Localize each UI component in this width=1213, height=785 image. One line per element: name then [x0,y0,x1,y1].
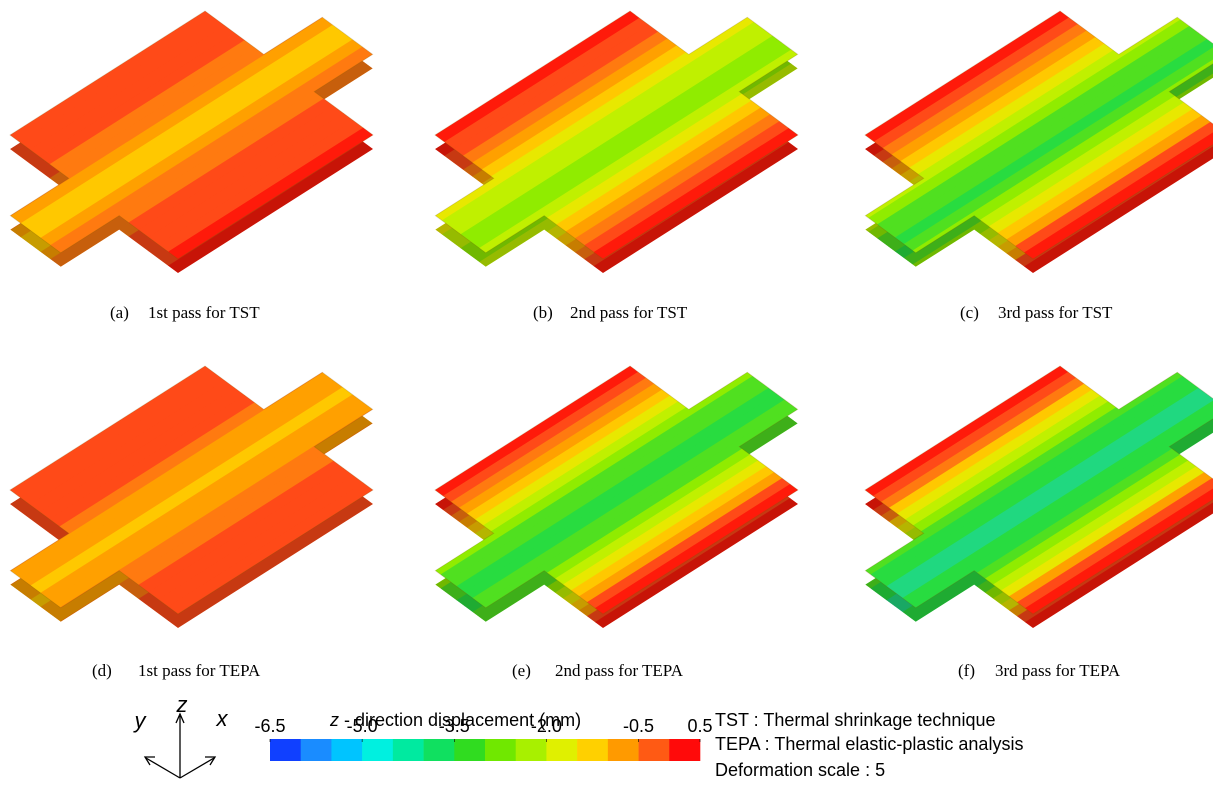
panel-caption: 2nd pass for TST [570,303,688,322]
panel-caption: 1st pass for TST [148,303,260,322]
x-arrow [180,758,214,778]
panel-label: (c) [960,303,979,322]
colorbar-band [331,739,362,761]
figure: (a) 1st pass for TST (b) 2nd pass for TST (c… [0,0,1213,785]
panel-caption: 1st pass for TEPA [138,661,261,680]
note: TEPA : Thermal elastic-plastic analysis [715,734,1023,754]
colorbar-tick-label: -0.5 [623,716,654,736]
z-axis-label: z [176,692,188,717]
colorbar-band [577,739,608,761]
colorbar-tick-label: -6.5 [254,716,285,736]
panel-label: (f) [958,661,975,680]
panel-caption: 3rd pass for TEPA [995,661,1121,680]
colorbar-title-var: z [329,710,339,730]
note: TST : Thermal shrinkage technique [715,710,995,730]
colorbar-band [424,739,455,761]
colorbar-band [669,739,700,761]
colorbar-band [485,739,516,761]
panel-label: (a) [110,303,129,322]
colorbar-tick-label: -3.5 [439,716,470,736]
panel-caption: 3rd pass for TST [998,303,1113,322]
panel-label: (e) [512,661,531,680]
colorbar-band [301,739,332,761]
colorbar-band [362,739,393,761]
x-axis-label: x [216,706,229,731]
panel-label: (d) [92,661,112,680]
colorbar-tick-label: 0.5 [687,716,712,736]
y-arrow [146,758,180,778]
colorbar-band [393,739,424,761]
colorbar-band [516,739,547,761]
panel-label: (b) [533,303,553,322]
y-axis-label: y [133,708,148,733]
plates [0,0,1213,665]
plate-top [377,329,857,652]
colorbar-band [608,739,639,761]
colorbar-band [454,739,485,761]
colorbar-band [546,739,577,761]
colorbar-tick-label: -2.0 [531,716,562,736]
axis-triad [145,714,215,778]
colorbar-band [639,739,670,761]
panel-caption: 2nd pass for TEPA [555,661,684,680]
colorbar-band [270,739,301,761]
note: Deformation scale : 5 [715,760,885,780]
colorbar-tick-label: -5.0 [347,716,378,736]
